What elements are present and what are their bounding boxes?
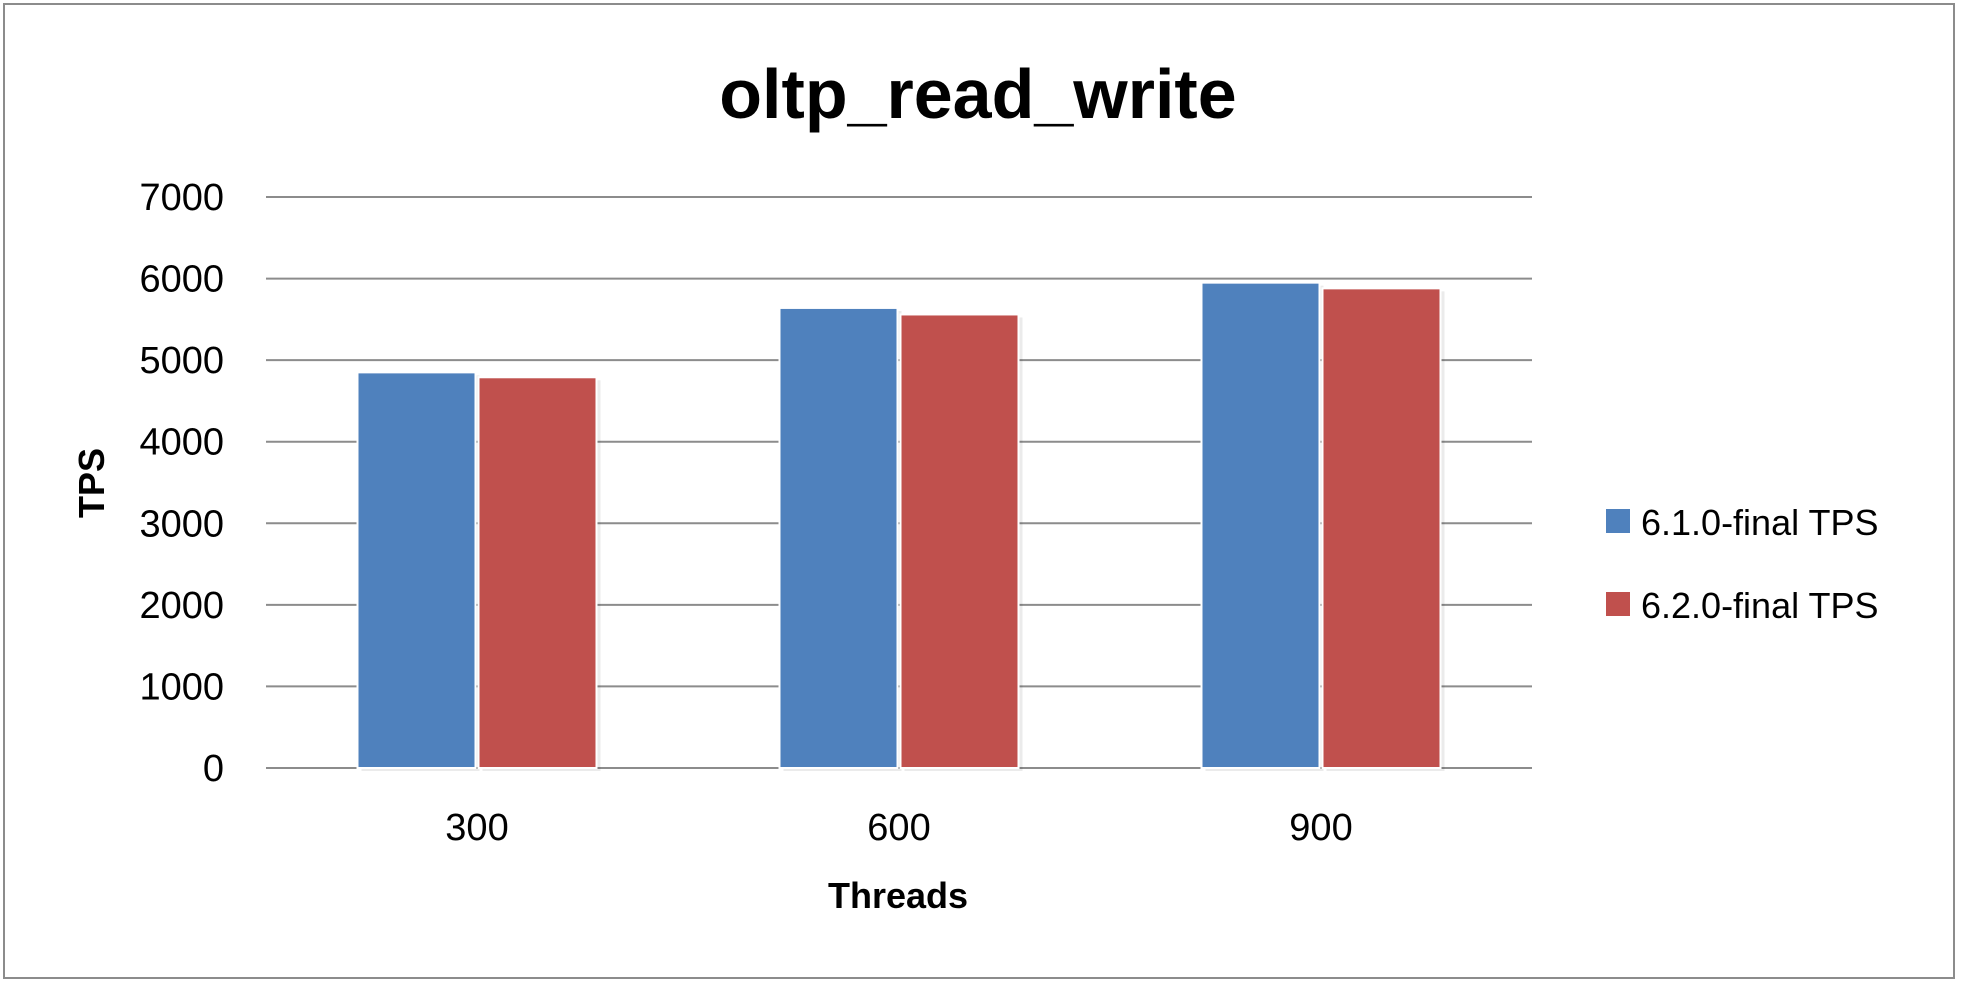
legend-label: 6.1.0-final TPS	[1641, 502, 1878, 543]
y-tick-label: 6000	[139, 259, 224, 301]
y-axis-title: TPS	[71, 448, 112, 518]
y-tick-label: 4000	[139, 422, 224, 464]
x-tick-label: 600	[867, 807, 930, 849]
y-tick-label: 5000	[139, 340, 224, 382]
legend-swatch	[1606, 592, 1630, 616]
bar	[1200, 281, 1321, 769]
gridlines	[266, 196, 1532, 769]
y-tick-label: 0	[203, 748, 224, 790]
y-axis-ticks: 0 1000 2000 3000 4000 5000 6000 7000	[139, 177, 224, 790]
bars	[356, 281, 1445, 771]
legend: 6.1.0-final TPS 6.2.0-final TPS	[1606, 502, 1878, 626]
bar	[899, 313, 1020, 769]
x-axis-title: Threads	[828, 875, 968, 916]
bar	[1321, 287, 1442, 769]
y-tick-label: 2000	[139, 585, 224, 627]
bar	[477, 376, 598, 769]
y-tick-label: 7000	[139, 177, 224, 219]
bar	[356, 371, 477, 769]
x-axis-ticks: 300 600 900	[445, 807, 1352, 849]
legend-swatch	[1606, 509, 1630, 533]
y-tick-label: 1000	[139, 666, 224, 708]
x-tick-label: 900	[1289, 807, 1352, 849]
chart-title: oltp_read_write	[719, 55, 1236, 133]
bar	[778, 306, 899, 769]
x-tick-label: 300	[445, 807, 508, 849]
y-tick-label: 3000	[139, 503, 224, 545]
legend-label: 6.2.0-final TPS	[1641, 585, 1878, 626]
